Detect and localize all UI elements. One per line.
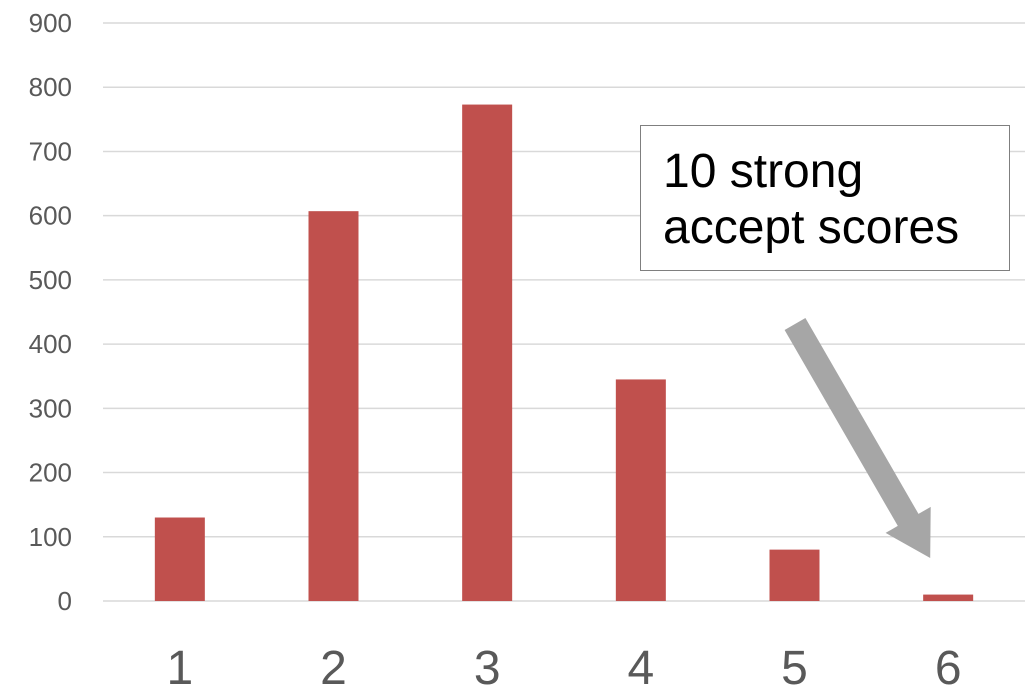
annotation-line-1: 10 strong: [663, 145, 864, 198]
bar-2: [308, 211, 359, 601]
annotation-box: 10 strong accept scores: [640, 125, 1010, 271]
y-tick-label: 700: [29, 136, 72, 166]
bar-4: [615, 379, 666, 601]
x-tick-label: 6: [935, 642, 962, 691]
y-tick-label: 900: [29, 8, 72, 38]
x-tick-label: 1: [166, 642, 193, 691]
y-axis-tick-labels: 0 100 200 300 400 500 600 700 800 900: [29, 8, 72, 616]
y-tick-label: 100: [29, 522, 72, 552]
bar-5: [769, 549, 820, 601]
y-tick-label: 200: [29, 458, 72, 488]
x-tick-label: 4: [627, 642, 654, 691]
y-tick-label: 500: [29, 265, 72, 295]
bar-1: [154, 517, 205, 601]
y-tick-label: 300: [29, 393, 72, 423]
bar-3: [462, 104, 513, 601]
y-tick-label: 0: [58, 586, 72, 616]
y-tick-label: 400: [29, 329, 72, 359]
gridlines: [103, 22, 1025, 602]
annotation-line-2: accept scores: [663, 201, 960, 254]
arrow-shape: [784, 318, 931, 558]
x-tick-label: 2: [320, 642, 347, 691]
bars: [154, 104, 974, 601]
annotation-arrow: [784, 318, 931, 558]
bar-6: [923, 594, 974, 601]
x-tick-label: 5: [781, 642, 808, 691]
x-axis-tick-labels: 1 2 3 4 5 6: [166, 642, 961, 691]
x-tick-label: 3: [474, 642, 501, 691]
y-tick-label: 600: [29, 201, 72, 231]
y-tick-label: 800: [29, 72, 72, 102]
